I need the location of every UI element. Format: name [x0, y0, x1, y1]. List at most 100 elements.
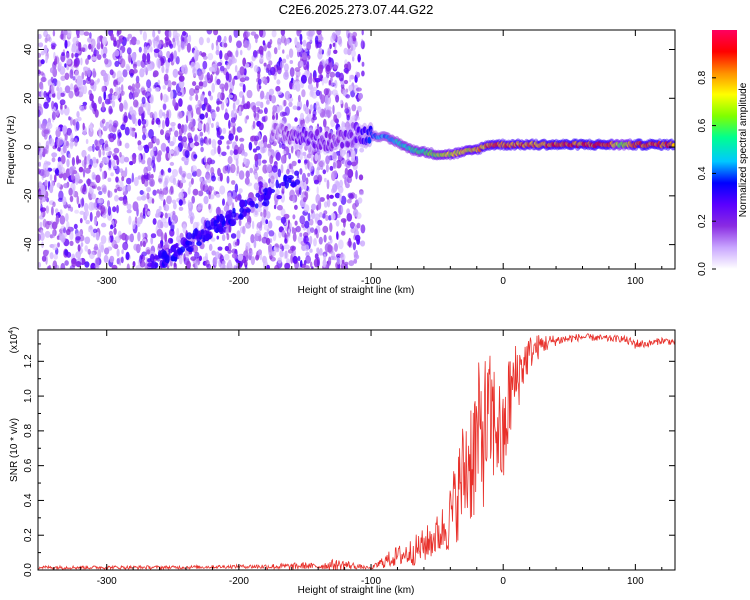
- spectrogram-noise-cell: [334, 79, 338, 89]
- spectrogram-noise-cell: [43, 44, 48, 54]
- spectrogram-noise-cell: [278, 230, 282, 239]
- spectrogram-noise-cell: [190, 256, 197, 261]
- spectrogram-noise-cell: [143, 46, 148, 55]
- spectrogram-noise-cell: [163, 204, 170, 212]
- spectrogram-noise-cell: [215, 121, 220, 129]
- spectrogram-noise-cell: [333, 49, 338, 54]
- spectrogram-noise-cell: [91, 100, 95, 109]
- spectrogram-noise-cell: [151, 198, 155, 204]
- spectrogram-noise-cell: [318, 47, 323, 55]
- spectrogram-noise-cell: [266, 264, 270, 269]
- spectrogram-noise-cell: [119, 234, 126, 240]
- spectrogram-noise-cell: [222, 260, 226, 265]
- spectrogram-noise-cell: [303, 204, 310, 213]
- spectrogram-noise-cell: [124, 166, 128, 177]
- x-tick-label: -300: [97, 576, 117, 587]
- spectrogram-noise-cell: [201, 94, 205, 100]
- snr-multiplier-close: ): [9, 327, 20, 330]
- spectrogram-noise-cell: [253, 239, 257, 249]
- spectrogram-noise-cell: [174, 130, 179, 138]
- spectrogram-noise-cell: [312, 109, 317, 117]
- spectrogram-noise-cell: [165, 146, 170, 154]
- spectrogram-noise-cell: [334, 192, 341, 199]
- spectrogram-noise-cell: [121, 36, 127, 47]
- spectrogram-noise-cell: [216, 106, 220, 112]
- spectrogram-noise-cell: [212, 256, 218, 266]
- spectrogram-noise-cell: [141, 232, 146, 239]
- spectrogram-noise-cell: [113, 40, 117, 47]
- spectrogram-noise-cell: [307, 35, 313, 40]
- spectrogram-noise-cell: [79, 218, 83, 224]
- spectrogram-noise-cell: [238, 110, 243, 116]
- spectrogram-noise-cell: [271, 30, 277, 38]
- spectrogram-noise-cell: [323, 76, 329, 84]
- spectrogram-frame: [37, 29, 676, 270]
- spectrogram-noise-cell: [224, 245, 230, 252]
- spectrogram-noise-cell: [98, 190, 103, 196]
- spectrogram-noise-cell: [150, 261, 158, 269]
- spectrogram-noise-cell: [141, 195, 147, 201]
- spectrogram-noise-cell: [226, 62, 231, 70]
- spectrogram-trace-cell: [304, 130, 309, 138]
- spectrogram-noise-cell: [267, 151, 272, 157]
- spectrogram-noise-cell: [53, 253, 58, 260]
- spectrogram-noise-cell: [329, 194, 334, 199]
- spectrogram-noise-cell: [251, 135, 256, 141]
- spectrogram-noise-cell: [76, 34, 80, 39]
- spectrogram-noise-cell: [254, 210, 258, 216]
- spectrogram-noise-cell: [223, 205, 230, 212]
- spectrogram-noise-cell: [316, 247, 319, 253]
- spectrogram-noise-cell: [57, 156, 62, 163]
- spectrogram-noise-cell: [274, 264, 280, 269]
- spectrogram-noise-cell: [80, 57, 83, 66]
- spectrogram-noise-cell: [318, 160, 324, 167]
- spectrogram-noise-cell: [355, 249, 358, 259]
- spectrogram-noise-cell: [51, 206, 54, 216]
- spectrogram-noise-cell: [267, 50, 271, 58]
- spectrogram-noise-cell: [184, 36, 189, 47]
- spectrogram-noise-cell: [95, 140, 101, 150]
- spectrogram-noise-cell: [246, 31, 251, 37]
- spectrogram-noise-cell: [108, 230, 113, 237]
- spectrogram-noise-cell: [359, 147, 365, 153]
- spectrogram-noise-cell: [268, 243, 273, 253]
- spectrogram-noise-cell: [189, 88, 195, 96]
- spectrogram-noise-cell: [68, 187, 73, 196]
- spectrogram-noise-cell: [85, 58, 89, 65]
- spectrogram-noise-cell: [211, 175, 216, 182]
- spectrogram-noise-cell: [219, 172, 223, 182]
- spectrogram-noise-cell: [284, 179, 289, 189]
- spectrogram-noise-cell: [130, 36, 137, 46]
- spectrogram-noise-cell: [190, 177, 194, 185]
- spectrogram-noise-cell: [41, 85, 44, 90]
- snr-series-line: [38, 333, 675, 570]
- spectrogram-noise-cell: [273, 246, 277, 254]
- spectrogram-noise-cell: [131, 83, 136, 92]
- figure-title: C2E6.2025.273.07.44.G22: [279, 2, 434, 17]
- x-tick-label: 0: [500, 276, 506, 287]
- spectrogram-noise-cell: [68, 90, 74, 99]
- spectrogram-noise-cell: [280, 164, 284, 174]
- spectrogram-noise-cell: [236, 108, 240, 114]
- spectrogram-noise-cell: [198, 81, 204, 87]
- spectrogram-noise-cell: [103, 254, 109, 264]
- spectrogram-noise-cell: [327, 244, 333, 253]
- snr-multiplier-exponent: 4: [8, 330, 15, 334]
- spectrogram-noise-cell: [322, 259, 327, 268]
- spectrogram-noise-cell: [114, 164, 118, 170]
- spectrogram-noise-cell: [167, 57, 171, 63]
- spectrogram-noise-cell: [239, 207, 245, 214]
- spectrogram-noise-cell: [96, 210, 101, 218]
- spectrogram-noise-cell: [358, 191, 364, 196]
- spectrogram-noise-cell: [269, 66, 276, 76]
- spectrogram-noise-cell: [51, 221, 58, 230]
- spectrogram-noise-cell: [286, 54, 290, 60]
- spectrogram-noise-cell: [305, 177, 309, 185]
- spectrogram-noise-cell: [79, 210, 85, 215]
- spectrogram-noise-cell: [233, 149, 239, 156]
- spectrogram-noise-cell: [39, 198, 43, 205]
- spectrogram-noise-cell: [147, 269, 152, 277]
- spectrogram-noise-cell: [233, 30, 239, 38]
- spectrogram-noise-cell: [239, 49, 243, 56]
- spectrogram-noise-cell: [281, 116, 287, 124]
